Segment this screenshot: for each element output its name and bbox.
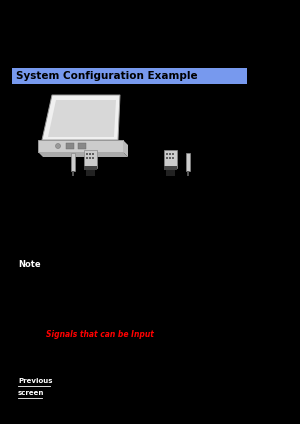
- Text: screen: screen: [18, 390, 44, 396]
- Bar: [186, 153, 190, 171]
- Polygon shape: [38, 152, 128, 157]
- Circle shape: [86, 157, 88, 159]
- Bar: [164, 150, 177, 168]
- Circle shape: [169, 157, 171, 159]
- Polygon shape: [123, 140, 128, 157]
- Bar: [166, 168, 175, 176]
- Circle shape: [89, 157, 91, 159]
- Bar: [164, 166, 177, 170]
- Circle shape: [172, 153, 174, 155]
- Bar: [84, 150, 97, 168]
- Circle shape: [92, 157, 94, 159]
- Text: Signals that can be Input: Signals that can be Input: [46, 330, 154, 339]
- Bar: [84, 166, 97, 170]
- Bar: [86, 168, 95, 176]
- Bar: [72, 171, 74, 176]
- Circle shape: [92, 153, 94, 155]
- Bar: [78, 143, 86, 149]
- Circle shape: [172, 157, 174, 159]
- Polygon shape: [48, 100, 116, 137]
- Text: Note: Note: [18, 260, 40, 269]
- Polygon shape: [42, 95, 120, 140]
- Bar: [187, 171, 189, 176]
- Text: Previous: Previous: [18, 378, 52, 384]
- Circle shape: [89, 153, 91, 155]
- Bar: [38, 140, 123, 152]
- Circle shape: [169, 153, 171, 155]
- Circle shape: [56, 143, 61, 148]
- Text: System Configuration Example: System Configuration Example: [16, 71, 198, 81]
- FancyBboxPatch shape: [12, 68, 247, 84]
- Circle shape: [166, 157, 168, 159]
- Circle shape: [86, 153, 88, 155]
- Bar: [66, 143, 74, 149]
- Bar: [71, 153, 75, 171]
- Circle shape: [166, 153, 168, 155]
